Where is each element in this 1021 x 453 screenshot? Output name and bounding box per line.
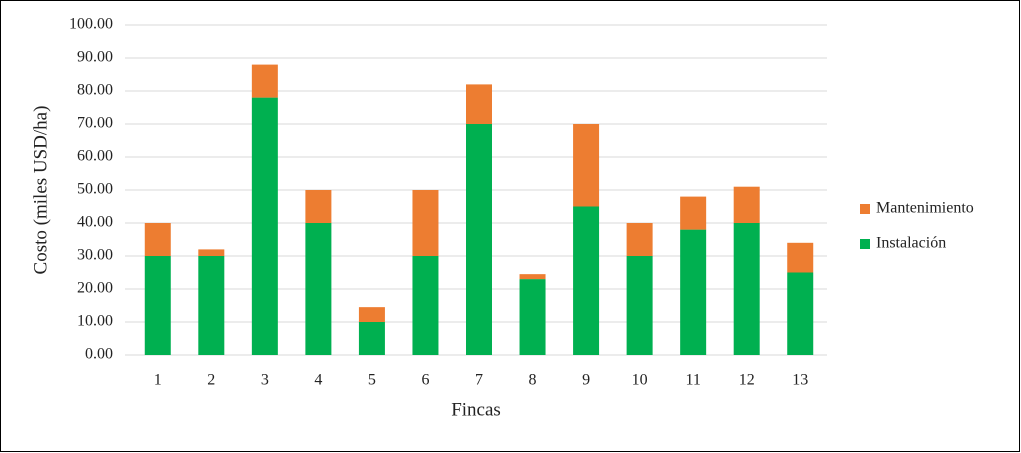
y-axis-title: Costo (miles USD/ha) — [30, 106, 51, 275]
y-tick-label: 30.00 — [77, 247, 113, 264]
y-tick-label: 60.00 — [77, 148, 113, 165]
x-tick-label: 5 — [368, 372, 376, 389]
y-tick-label: 40.00 — [77, 214, 113, 231]
x-tick-label: 9 — [582, 372, 590, 389]
bar-segment — [251, 64, 278, 98]
x-tick-label: 2 — [207, 372, 215, 389]
bar-segment — [680, 196, 707, 230]
x-tick-label: 10 — [632, 372, 648, 389]
bar-segment — [787, 272, 814, 355]
x-tick-label: 7 — [475, 372, 483, 389]
legend-label: Instalación — [876, 235, 946, 252]
x-tick-label: 11 — [685, 372, 700, 389]
y-tick-label: 90.00 — [77, 49, 113, 66]
bar-segment — [466, 124, 492, 355]
bar-segment — [412, 190, 439, 256]
bar-segment — [573, 206, 600, 355]
x-axis-title: Fincas — [451, 399, 501, 420]
bar-segment — [305, 190, 332, 223]
x-tick-label: 4 — [314, 372, 322, 389]
bar-segment — [412, 256, 439, 355]
y-tick-label: 0.00 — [85, 346, 113, 363]
bar-segment — [626, 256, 653, 355]
bar-segment — [733, 223, 760, 355]
bar-segment — [626, 223, 653, 256]
x-tick-label: 6 — [421, 372, 429, 389]
legend-label: Mantenimiento — [876, 200, 974, 217]
x-tick-label: 1 — [154, 372, 162, 389]
x-tick-label: 3 — [261, 372, 269, 389]
y-tick-label: 80.00 — [77, 82, 113, 99]
bar-segment — [198, 256, 225, 355]
bar-segment — [198, 249, 225, 256]
bar-segment — [358, 307, 385, 322]
bar-segment — [358, 322, 385, 355]
bar-segment — [733, 186, 760, 223]
bar-segment — [251, 97, 278, 355]
y-tick-label: 20.00 — [77, 280, 113, 297]
bar-segment — [573, 124, 600, 207]
bar-segment — [144, 223, 171, 256]
bar-segment — [519, 274, 546, 280]
bar-segment — [466, 84, 492, 124]
bar-segment — [680, 229, 707, 355]
x-tick-label: 12 — [739, 372, 755, 389]
y-tick-label: 100.00 — [69, 16, 113, 33]
legend-swatch — [860, 204, 870, 214]
y-tick-label: 70.00 — [77, 115, 113, 132]
x-tick-label: 13 — [792, 372, 808, 389]
bar-segment — [519, 279, 546, 355]
bar-segment — [305, 223, 332, 355]
x-tick-label: 8 — [529, 372, 537, 389]
y-tick-label: 10.00 — [77, 313, 113, 330]
y-tick-label: 50.00 — [77, 181, 113, 198]
bar-segment — [144, 256, 171, 355]
bar-segment — [787, 242, 814, 273]
legend-swatch — [860, 239, 870, 249]
